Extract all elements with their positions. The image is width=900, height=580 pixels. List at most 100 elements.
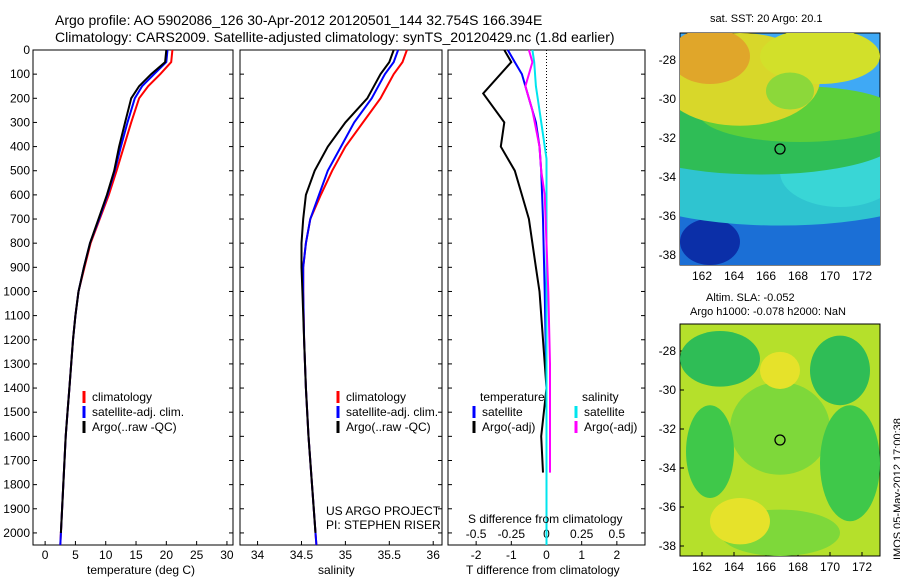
x-tick-label: 0 <box>42 548 49 562</box>
sla-map-title-1: Altim. SLA: -0.052 <box>706 292 795 304</box>
x-tick-label: -1 <box>506 548 517 562</box>
sst-y-tick-label: -36 <box>659 209 677 223</box>
annotation-pi: PI: STEPHEN RISER <box>326 518 441 532</box>
sst-y-tick-label: -28 <box>659 53 677 67</box>
sla-patch <box>820 405 880 522</box>
series-line-salinity-satellite <box>531 49 548 545</box>
y-tick-label: 1000 <box>3 284 30 298</box>
sst-field <box>680 33 880 265</box>
annotation-project: US ARGO PROJECT <box>326 504 441 518</box>
diff-sal-legend-label: Argo(-adj) <box>584 420 637 434</box>
sst-y-tick-label: -38 <box>659 248 677 262</box>
y-tick-label: 100 <box>10 67 30 81</box>
sst-x-tick-label: 162 <box>692 269 712 283</box>
y-tick-label: 1500 <box>3 405 30 419</box>
sla-x-tick-label: 170 <box>820 560 840 574</box>
y-tick-label: 300 <box>10 115 30 129</box>
salinity-axes-frame <box>239 49 443 546</box>
sla-map-title-2: Argo h1000: -0.078 h2000: NaN <box>690 306 846 318</box>
sla-patch <box>680 330 760 387</box>
y-tick-label: 1900 <box>3 502 30 516</box>
x-tick-label: 10 <box>99 548 113 562</box>
sst-x-tick-label: 172 <box>852 269 872 283</box>
sla-patch <box>730 382 830 475</box>
diff-temp-legend-label: Argo(-adj) <box>482 420 535 434</box>
difference-panel: -2 -1 0 1 2-0.5 -0.25 0 0.25 0.5 <box>447 49 646 562</box>
x-tick-label: 0 <box>543 548 550 562</box>
sst-patch <box>680 33 750 85</box>
x-tick-label: 35.5 <box>378 548 402 562</box>
sst-patch <box>760 33 880 85</box>
y-tick-label: 0 <box>23 43 30 57</box>
sst-x-tick-label: 164 <box>724 269 744 283</box>
y-tick-label: 1600 <box>3 429 30 443</box>
y-tick-label: 900 <box>10 260 30 274</box>
temperature-xlabel: temperature (deg C) <box>87 563 195 577</box>
sal-legend-label: climatology <box>346 390 406 404</box>
sst-x-tick-label: 170 <box>820 269 840 283</box>
sla-patch <box>810 335 870 406</box>
x-tick-label: 25 <box>190 548 204 562</box>
y-tick-label: 1800 <box>3 478 30 492</box>
y-tick-label: 500 <box>10 164 30 178</box>
series-line-argo-adj- <box>481 49 548 473</box>
sla-y-tick-label: -32 <box>659 422 677 436</box>
y-tick-label: 1200 <box>3 333 30 347</box>
x-tick-label: 20 <box>160 548 174 562</box>
y-tick-label: 1100 <box>4 309 30 323</box>
temperature-panel: 0 5 10 15 20 25 300100200300400500600700800900… <box>3 43 234 562</box>
sla-field <box>680 330 880 556</box>
x-top-tick-label: -0.25 <box>498 527 526 541</box>
x-tick-label: -2 <box>471 548 482 562</box>
x-tick-label: 34.5 <box>290 548 314 562</box>
sst-y-tick-label: -34 <box>659 170 677 184</box>
sal-legend-label: satellite-adj. clim. <box>346 405 438 419</box>
sla-y-tick-label: -38 <box>659 539 677 553</box>
sla-patch <box>710 498 770 545</box>
sst-patch <box>680 218 740 265</box>
x-tick-label: 1 <box>578 548 585 562</box>
sst-x-tick-label: 168 <box>788 269 808 283</box>
x-top-tick-label: 0.25 <box>570 527 594 541</box>
sla-x-tick-label: 162 <box>692 560 712 574</box>
temperature-axes-frame <box>32 49 234 546</box>
y-tick-label: 1700 <box>3 453 30 467</box>
sst-y-tick-label: -32 <box>659 131 677 145</box>
x-tick-label: 15 <box>129 548 143 562</box>
sla-patch <box>686 405 734 498</box>
y-tick-label: 600 <box>10 188 30 202</box>
sla-y-tick-label: -36 <box>659 500 677 514</box>
temp-legend-label: satellite-adj. clim. <box>92 405 184 419</box>
sst-argo-marker <box>774 143 786 155</box>
x-tick-label: 30 <box>220 548 234 562</box>
sal-legend-label: Argo(..raw -QC) <box>346 420 431 434</box>
sst-x-tick-label: 166 <box>756 269 776 283</box>
x-tick-label: 36 <box>427 548 441 562</box>
salinity-panel: 34 34.5 35 35.5 36 <box>239 49 443 562</box>
x-tick-label: 2 <box>614 548 621 562</box>
y-tick-label: 1300 <box>3 357 30 371</box>
difference-xlabel: T difference from climatology <box>466 563 620 577</box>
y-tick-label: 800 <box>10 236 30 250</box>
sla-patch <box>760 351 800 389</box>
x-tick-label: 5 <box>72 548 79 562</box>
x-tick-label: 35 <box>339 548 353 562</box>
sla-y-tick-label: -30 <box>659 383 677 397</box>
sst-map-title: sat. SST: 20 Argo: 20.1 <box>710 13 823 25</box>
sla-y-tick-label: -34 <box>659 461 677 475</box>
x-top-tick-label: 0.5 <box>609 527 626 541</box>
diff-legend-title: temperature <box>480 390 545 404</box>
y-tick-label: 1400 <box>3 381 30 395</box>
diff-sal-legend-title: salinity <box>582 390 619 404</box>
sla-x-tick-label: 172 <box>852 560 872 574</box>
sst-y-tick-label: -30 <box>659 92 677 106</box>
y-tick-label: 400 <box>10 140 30 154</box>
diff-temp-legend-label: satellite <box>482 405 523 419</box>
series-line-salinity-argo-adj- <box>524 49 551 473</box>
title-line-2: Climatology: CARS2009. Satellite-adjuste… <box>55 29 615 45</box>
temp-legend-label: climatology <box>92 390 152 404</box>
series-line-argo-raw-qc- <box>300 49 395 533</box>
x-top-tick-label: -0.5 <box>466 527 487 541</box>
x-tick-label: 34 <box>251 548 265 562</box>
